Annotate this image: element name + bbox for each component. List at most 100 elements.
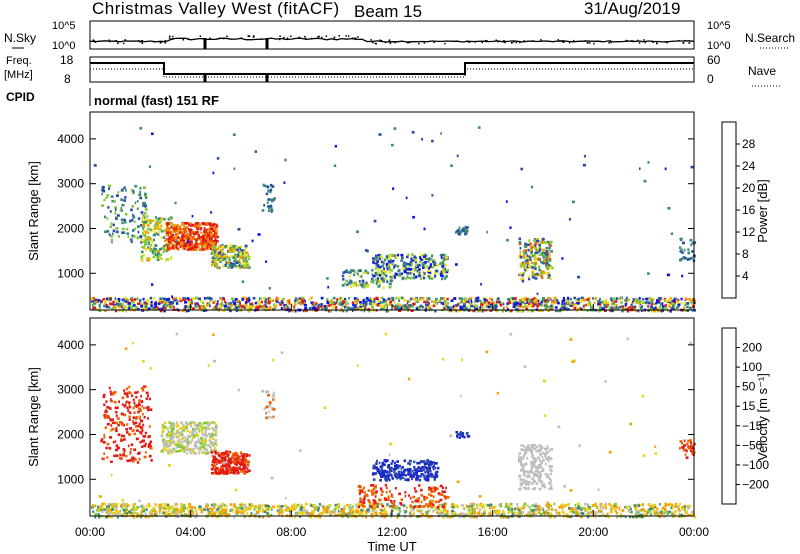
- velocity-cell: [167, 509, 170, 513]
- velocity-cell: [140, 394, 142, 398]
- velocity-cell: [94, 515, 97, 519]
- power-cell: [171, 229, 175, 233]
- noise-dot: [380, 39, 383, 42]
- power-cell: [529, 254, 533, 257]
- power-cell: [231, 248, 234, 251]
- power-cell: [441, 277, 444, 281]
- power-cell: [522, 262, 526, 266]
- power-cell: [211, 246, 214, 250]
- power-cell: [134, 184, 138, 188]
- power-cell: [280, 306, 283, 310]
- power-cell: [123, 199, 126, 202]
- velocity-cell: [493, 505, 497, 509]
- velocity-cell: [108, 407, 112, 410]
- power-cell: [215, 308, 219, 311]
- power-cell: [652, 298, 655, 302]
- noise-dot: [444, 42, 446, 45]
- power-cell: [604, 305, 607, 309]
- power-cell: [522, 265, 526, 269]
- velocity-cell: [116, 446, 120, 450]
- power-cell: [521, 309, 524, 313]
- power-cell: [512, 305, 516, 308]
- power-cell: [530, 250, 533, 253]
- velocity-cell: [221, 508, 225, 512]
- power-cell: [402, 265, 405, 269]
- noise-dot: [651, 40, 653, 43]
- power-cell: [683, 248, 686, 252]
- noise-dot: [92, 39, 95, 41]
- velocity-cell: [440, 513, 443, 516]
- power-cell: [183, 225, 186, 228]
- velocity-cell: [504, 505, 508, 508]
- velocity-cell: [674, 505, 678, 509]
- velocity-cell: [509, 502, 513, 506]
- power-cell: [106, 229, 109, 233]
- power-cell: [387, 297, 391, 301]
- power-cell: [221, 245, 225, 248]
- power-cell: [164, 239, 167, 243]
- velocity-cell: [456, 514, 459, 517]
- power-cell: [143, 221, 146, 224]
- velocity-cell: [190, 424, 193, 428]
- velocity-cell: [355, 505, 358, 508]
- power-cell: [434, 300, 437, 304]
- power-cell: [215, 304, 218, 308]
- power-cell: [125, 300, 128, 303]
- velocity-cell: [382, 513, 385, 517]
- power-cell: [542, 237, 545, 241]
- power-cell: [178, 225, 180, 229]
- power-cell: [320, 303, 323, 306]
- power-cell: [333, 301, 336, 304]
- velocity-cell: [580, 511, 583, 515]
- power-cell: [268, 299, 270, 302]
- power-cell: [263, 304, 266, 307]
- velocity-cell: [180, 509, 183, 512]
- power-cell: [270, 210, 273, 213]
- velocity-cell: [183, 445, 187, 449]
- velocity-cell: [309, 512, 312, 515]
- power-cell: [476, 296, 480, 300]
- power-cell: [592, 297, 594, 300]
- power-cell: [642, 298, 645, 301]
- velocity-cell: [294, 508, 297, 511]
- velocity-cell: [523, 502, 527, 506]
- velocity-cell: [159, 506, 162, 510]
- power-cell: [632, 300, 634, 304]
- velocity-cell: [186, 441, 190, 444]
- noise-dot: [182, 39, 185, 41]
- power-cell: [198, 223, 201, 226]
- velocity-cell: [107, 503, 110, 506]
- velocity-cell: [205, 434, 209, 438]
- power-cell: [671, 306, 674, 310]
- power-cell: [379, 296, 382, 300]
- power-cell: [205, 304, 209, 307]
- power-cell: [188, 302, 191, 306]
- power-cell: [232, 256, 235, 259]
- velocity-cell: [581, 512, 585, 515]
- station-title: Christmas Valley West (fitACF): [92, 0, 340, 18]
- velocity-cell: [101, 502, 104, 506]
- power-cell: [147, 239, 150, 243]
- noise-tick-bottom-right: 10^0: [707, 40, 731, 52]
- power-cell: [542, 271, 546, 274]
- power-cell: [415, 307, 419, 311]
- velocity-cell: [106, 422, 110, 426]
- velocity-cell: [471, 505, 473, 508]
- velocity-cell: [191, 510, 194, 514]
- power-cell: [208, 245, 211, 248]
- power-cell: [620, 297, 623, 300]
- power-cell: [335, 299, 338, 303]
- noise-dot: [355, 37, 357, 39]
- power-cell: [428, 271, 432, 274]
- power-cell: [509, 226, 512, 229]
- power-cell: [440, 297, 444, 300]
- velocity-cell: [139, 425, 142, 429]
- velocity-cell: [149, 445, 152, 448]
- power-cell: [163, 303, 167, 306]
- power-cell: [445, 270, 449, 274]
- velocity-cell: [192, 513, 195, 517]
- power-cell: [491, 302, 494, 305]
- power-cell: [207, 232, 211, 235]
- velocity-cell: [194, 509, 197, 512]
- power-cell: [235, 309, 239, 313]
